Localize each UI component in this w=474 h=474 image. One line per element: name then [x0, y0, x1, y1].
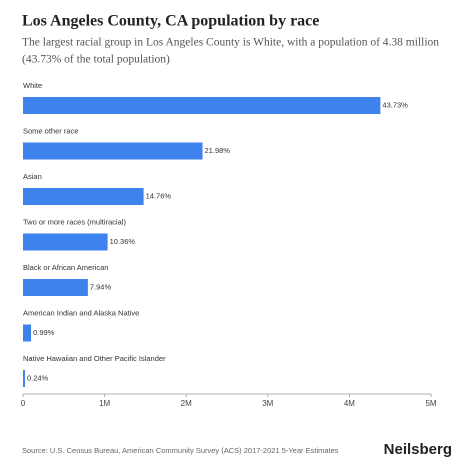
category-label: Asian: [23, 172, 42, 181]
chart-subtitle: (43.73% of the total population): [22, 54, 170, 66]
value-label: 43.73%: [382, 100, 408, 109]
x-tick-label: 1M: [99, 399, 110, 408]
chart-subtitle: The largest racial group in Los Angeles …: [22, 37, 439, 49]
value-label: 7.94%: [90, 282, 112, 291]
bar: [23, 188, 144, 205]
x-tick-label: 5M: [425, 399, 436, 408]
bar: [23, 370, 25, 387]
category-label: Two or more races (multiracial): [23, 217, 126, 226]
category-label: Black or African American: [23, 263, 108, 272]
source: Source: U.S. Census Bureau, American Com…: [22, 446, 339, 455]
value-label: 10.36%: [110, 237, 136, 246]
brand: Neilsberg: [384, 441, 452, 458]
bar: [23, 324, 32, 342]
category-label: Native Hawaiian and Other Pacific Island…: [23, 354, 166, 363]
value-label: 0.99%: [33, 328, 55, 337]
bar: [23, 233, 108, 251]
bar: [23, 97, 381, 114]
value-label: 14.76%: [146, 191, 172, 200]
chart-title: Los Angeles County, CA population by rac…: [22, 13, 319, 30]
category-label: American Indian and Alaska Native: [23, 308, 139, 317]
category-label: White: [23, 81, 42, 90]
x-tick-label: 4M: [344, 399, 355, 408]
bar: [23, 142, 203, 160]
bar: [23, 279, 88, 296]
x-tick-label: 2M: [181, 399, 192, 408]
x-tick-label: 0: [21, 399, 26, 408]
value-label: 21.98%: [205, 146, 231, 155]
category-label: Some other race: [23, 126, 78, 135]
x-tick-label: 3M: [262, 399, 273, 408]
value-label: 0.24%: [27, 373, 49, 382]
